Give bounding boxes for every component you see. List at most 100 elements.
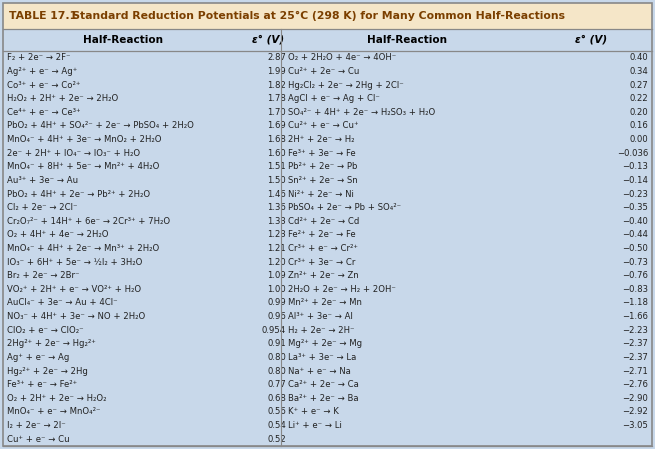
Text: Half-Reaction: Half-Reaction	[367, 35, 447, 45]
Text: Cu²⁺ + 2e⁻ → Cu: Cu²⁺ + 2e⁻ → Cu	[288, 67, 360, 76]
Text: Cd²⁺ + 2e⁻ → Cd: Cd²⁺ + 2e⁻ → Cd	[288, 217, 360, 226]
Text: Cu⁺ + e⁻ → Cu: Cu⁺ + e⁻ → Cu	[7, 435, 69, 444]
Text: MnO₄⁻ + 4H⁺ + 3e⁻ → MnO₂ + 2H₂O: MnO₄⁻ + 4H⁺ + 3e⁻ → MnO₂ + 2H₂O	[7, 135, 162, 144]
Text: SO₄²⁻ + 4H⁺ + 2e⁻ → H₂SO₃ + H₂O: SO₄²⁻ + 4H⁺ + 2e⁻ → H₂SO₃ + H₂O	[288, 108, 436, 117]
Text: 1.82: 1.82	[267, 80, 286, 89]
Text: AgCl + e⁻ → Ag + Cl⁻: AgCl + e⁻ → Ag + Cl⁻	[288, 94, 380, 103]
Text: Mn²⁺ + 2e⁻ → Mn: Mn²⁺ + 2e⁻ → Mn	[288, 299, 362, 308]
Text: Cl₂ + 2e⁻ → 2Cl⁻: Cl₂ + 2e⁻ → 2Cl⁻	[7, 203, 77, 212]
Text: 1.70: 1.70	[267, 108, 286, 117]
Text: −0.44: −0.44	[622, 230, 648, 239]
Text: 0.16: 0.16	[629, 121, 648, 130]
Text: −2.23: −2.23	[622, 326, 648, 335]
Text: Fe²⁺ + 2e⁻ → Fe: Fe²⁺ + 2e⁻ → Fe	[288, 230, 356, 239]
Text: 0.96: 0.96	[267, 312, 286, 321]
Text: 0.22: 0.22	[629, 94, 648, 103]
Text: 0.91: 0.91	[267, 339, 286, 348]
Text: F₂ + 2e⁻ → 2F⁻: F₂ + 2e⁻ → 2F⁻	[7, 53, 71, 62]
Text: ClO₂ + e⁻ → ClO₂⁻: ClO₂ + e⁻ → ClO₂⁻	[7, 326, 84, 335]
Text: Fe³⁺ + 3e⁻ → Fe: Fe³⁺ + 3e⁻ → Fe	[288, 149, 356, 158]
Text: H₂O₂ + 2H⁺ + 2e⁻ → 2H₂O: H₂O₂ + 2H⁺ + 2e⁻ → 2H₂O	[7, 94, 119, 103]
Text: Co³⁺ + e⁻ → Co²⁺: Co³⁺ + e⁻ → Co²⁺	[7, 80, 81, 89]
Text: NO₃⁻ + 4H⁺ + 3e⁻ → NO + 2H₂O: NO₃⁻ + 4H⁺ + 3e⁻ → NO + 2H₂O	[7, 312, 145, 321]
Text: Half-Reaction: Half-Reaction	[83, 35, 164, 45]
Text: −1.66: −1.66	[622, 312, 648, 321]
Text: 0.80: 0.80	[267, 366, 286, 375]
Text: Fe³⁺ + e⁻ → Fe²⁺: Fe³⁺ + e⁻ → Fe²⁺	[7, 380, 77, 389]
Text: 1.46: 1.46	[267, 189, 286, 198]
Text: Pb²⁺ + 2e⁻ → Pb: Pb²⁺ + 2e⁻ → Pb	[288, 162, 358, 171]
Text: −0.73: −0.73	[622, 258, 648, 267]
Text: 1.68: 1.68	[267, 135, 286, 144]
Text: −0.83: −0.83	[622, 285, 648, 294]
Text: AuCl₄⁻ + 3e⁻ → Au + 4Cl⁻: AuCl₄⁻ + 3e⁻ → Au + 4Cl⁻	[7, 299, 118, 308]
Text: −0.23: −0.23	[622, 189, 648, 198]
Text: Standard Reduction Potentials at 25°C (298 K) for Many Common Half-Reactions: Standard Reduction Potentials at 25°C (2…	[61, 11, 565, 21]
Text: −3.05: −3.05	[622, 421, 648, 430]
Text: MnO₄⁻ + e⁻ → MnO₄²⁻: MnO₄⁻ + e⁻ → MnO₄²⁻	[7, 407, 100, 417]
Text: 1.21: 1.21	[267, 244, 286, 253]
Text: 0.27: 0.27	[629, 80, 648, 89]
Text: Cr₂O₇²⁻ + 14H⁺ + 6e⁻ → 2Cr³⁺ + 7H₂O: Cr₂O₇²⁻ + 14H⁺ + 6e⁻ → 2Cr³⁺ + 7H₂O	[7, 217, 170, 226]
Text: −0.50: −0.50	[622, 244, 648, 253]
Text: Zn²⁺ + 2e⁻ → Zn: Zn²⁺ + 2e⁻ → Zn	[288, 271, 359, 280]
Text: O₂ + 2H₂O + 4e⁻ → 4OH⁻: O₂ + 2H₂O + 4e⁻ → 4OH⁻	[288, 53, 396, 62]
Text: −2.71: −2.71	[622, 366, 648, 375]
Text: 1.69: 1.69	[267, 121, 286, 130]
Text: −2.37: −2.37	[622, 339, 648, 348]
Text: −0.40: −0.40	[622, 217, 648, 226]
Text: Sn²⁺ + 2e⁻ → Sn: Sn²⁺ + 2e⁻ → Sn	[288, 176, 358, 185]
Text: 1.51: 1.51	[267, 162, 286, 171]
Text: Cu²⁺ + e⁻ → Cu⁺: Cu²⁺ + e⁻ → Cu⁺	[288, 121, 358, 130]
Text: −0.14: −0.14	[622, 176, 648, 185]
Text: 1.23: 1.23	[267, 230, 286, 239]
Text: Li⁺ + e⁻ → Li: Li⁺ + e⁻ → Li	[288, 421, 342, 430]
Text: Br₂ + 2e⁻ → 2Br⁻: Br₂ + 2e⁻ → 2Br⁻	[7, 271, 79, 280]
Text: −2.37: −2.37	[622, 353, 648, 362]
Text: Ag²⁺ + e⁻ → Ag⁺: Ag²⁺ + e⁻ → Ag⁺	[7, 67, 77, 76]
Text: La³⁺ + 3e⁻ → La: La³⁺ + 3e⁻ → La	[288, 353, 356, 362]
Text: −2.90: −2.90	[622, 394, 648, 403]
Text: 1.99: 1.99	[267, 67, 286, 76]
Text: Ni²⁺ + 2e⁻ → Ni: Ni²⁺ + 2e⁻ → Ni	[288, 189, 354, 198]
Text: TABLE 17.1: TABLE 17.1	[9, 11, 77, 21]
Text: −2.76: −2.76	[622, 380, 648, 389]
Text: MnO₄⁻ + 4H⁺ + 2e⁻ → Mn³⁺ + 2H₂O: MnO₄⁻ + 4H⁺ + 2e⁻ → Mn³⁺ + 2H₂O	[7, 244, 159, 253]
Text: 0.34: 0.34	[629, 67, 648, 76]
Text: Hg₂²⁺ + 2e⁻ → 2Hg: Hg₂²⁺ + 2e⁻ → 2Hg	[7, 366, 88, 375]
Text: 0.954: 0.954	[262, 326, 286, 335]
Text: VO₂⁺ + 2H⁺ + e⁻ → VO²⁺ + H₂O: VO₂⁺ + 2H⁺ + e⁻ → VO²⁺ + H₂O	[7, 285, 141, 294]
Text: 0.52: 0.52	[267, 435, 286, 444]
Text: ε° (V): ε° (V)	[252, 35, 284, 45]
Text: 1.00: 1.00	[267, 285, 286, 294]
Text: 0.20: 0.20	[629, 108, 648, 117]
Text: Ce⁴⁺ + e⁻ → Ce³⁺: Ce⁴⁺ + e⁻ → Ce³⁺	[7, 108, 81, 117]
Text: 2H₂O + 2e⁻ → H₂ + 2OH⁻: 2H₂O + 2e⁻ → H₂ + 2OH⁻	[288, 285, 396, 294]
Text: 0.54: 0.54	[267, 421, 286, 430]
Text: −1.18: −1.18	[622, 299, 648, 308]
Bar	[3, 29, 652, 51]
Text: 2.87: 2.87	[267, 53, 286, 62]
Text: −0.76: −0.76	[622, 271, 648, 280]
Text: −2.92: −2.92	[622, 407, 648, 417]
Text: IO₃⁻ + 6H⁺ + 5e⁻ → ½I₂ + 3H₂O: IO₃⁻ + 6H⁺ + 5e⁻ → ½I₂ + 3H₂O	[7, 258, 142, 267]
Text: 0.80: 0.80	[267, 353, 286, 362]
Text: 0.99: 0.99	[267, 299, 286, 308]
Text: K⁺ + e⁻ → K: K⁺ + e⁻ → K	[288, 407, 339, 417]
Text: 2Hg²⁺ + 2e⁻ → Hg₂²⁺: 2Hg²⁺ + 2e⁻ → Hg₂²⁺	[7, 339, 96, 348]
Text: PbO₂ + 4H⁺ + SO₄²⁻ + 2e⁻ → PbSO₄ + 2H₂O: PbO₂ + 4H⁺ + SO₄²⁻ + 2e⁻ → PbSO₄ + 2H₂O	[7, 121, 194, 130]
Text: 2H⁺ + 2e⁻ → H₂: 2H⁺ + 2e⁻ → H₂	[288, 135, 354, 144]
Text: Ag⁺ + e⁻ → Ag: Ag⁺ + e⁻ → Ag	[7, 353, 69, 362]
Text: O₂ + 2H⁺ + 2e⁻ → H₂O₂: O₂ + 2H⁺ + 2e⁻ → H₂O₂	[7, 394, 107, 403]
Text: Ba²⁺ + 2e⁻ → Ba: Ba²⁺ + 2e⁻ → Ba	[288, 394, 359, 403]
Text: 2e⁻ + 2H⁺ + IO₄⁻ → IO₃⁻ + H₂O: 2e⁻ + 2H⁺ + IO₄⁻ → IO₃⁻ + H₂O	[7, 149, 140, 158]
Text: H₂ + 2e⁻ → 2H⁻: H₂ + 2e⁻ → 2H⁻	[288, 326, 354, 335]
Text: 1.33: 1.33	[267, 217, 286, 226]
Text: Cr³⁺ + e⁻ → Cr²⁺: Cr³⁺ + e⁻ → Cr²⁺	[288, 244, 358, 253]
Text: 1.50: 1.50	[267, 176, 286, 185]
Text: 0.40: 0.40	[629, 53, 648, 62]
Text: O₂ + 4H⁺ + 4e⁻ → 2H₂O: O₂ + 4H⁺ + 4e⁻ → 2H₂O	[7, 230, 109, 239]
Text: I₂ + 2e⁻ → 2I⁻: I₂ + 2e⁻ → 2I⁻	[7, 421, 66, 430]
Text: Al³⁺ + 3e⁻ → Al: Al³⁺ + 3e⁻ → Al	[288, 312, 353, 321]
Text: 1.78: 1.78	[267, 94, 286, 103]
